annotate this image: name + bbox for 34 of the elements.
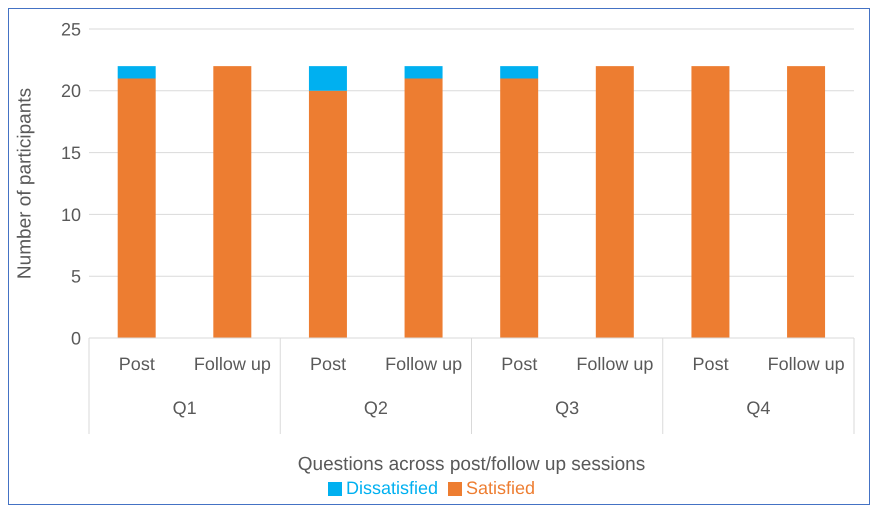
bar [500,66,538,78]
x-tick-label: Post [501,354,538,374]
bar [596,66,634,338]
bar [500,78,538,338]
x-tick-label: Follow up [385,354,462,374]
text: Q2 [364,398,388,418]
bar [691,66,730,338]
y-tick-label: 20 [60,81,81,102]
bar [404,66,443,78]
bar [118,78,156,338]
text: Q1 [172,398,197,418]
x-tick-label: Post [118,354,155,374]
y-axis-title: Number of participants [14,88,36,280]
bar [213,66,252,338]
legend-label: Satisfied [466,478,536,498]
legend-label: Dissatisfied [346,478,438,498]
y-tick-label: 15 [60,142,81,163]
bar [308,66,347,91]
x-tick-label: Follow up [576,354,654,374]
y-tick-label: 10 [60,204,81,225]
bar [118,66,156,78]
y-tick-label: 5 [70,266,81,287]
x-tick-label: Follow up [768,354,845,374]
x-axis-title: Questions across post/follow up sessions [298,454,646,475]
y-tick-label: 0 [70,328,81,348]
bar [404,78,443,338]
bar [308,90,347,338]
x-tick-label: Follow up [194,354,271,374]
x-tick-label: Post [692,354,729,374]
bar [787,66,826,338]
x-tick-label: Post [310,354,346,374]
text: Q3 [555,398,580,418]
text: Q4 [746,398,770,418]
y-tick-label: 25 [60,19,81,40]
